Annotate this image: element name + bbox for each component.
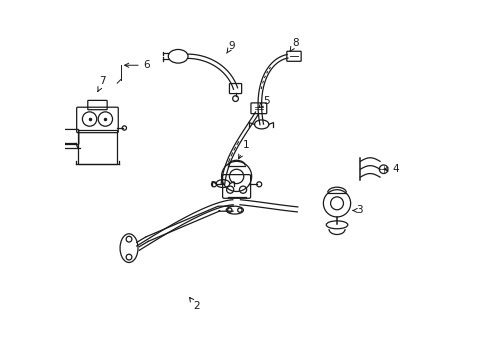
Text: 6: 6 (124, 60, 150, 70)
Text: 7: 7 (98, 76, 106, 92)
Text: 2: 2 (189, 297, 199, 311)
Text: 5: 5 (259, 96, 269, 108)
Text: 9: 9 (226, 41, 235, 53)
Text: 1: 1 (238, 140, 249, 159)
Text: 3: 3 (352, 206, 362, 216)
Bar (78, 130, 117, 164)
Text: 8: 8 (289, 38, 298, 51)
Text: 4: 4 (383, 164, 398, 174)
